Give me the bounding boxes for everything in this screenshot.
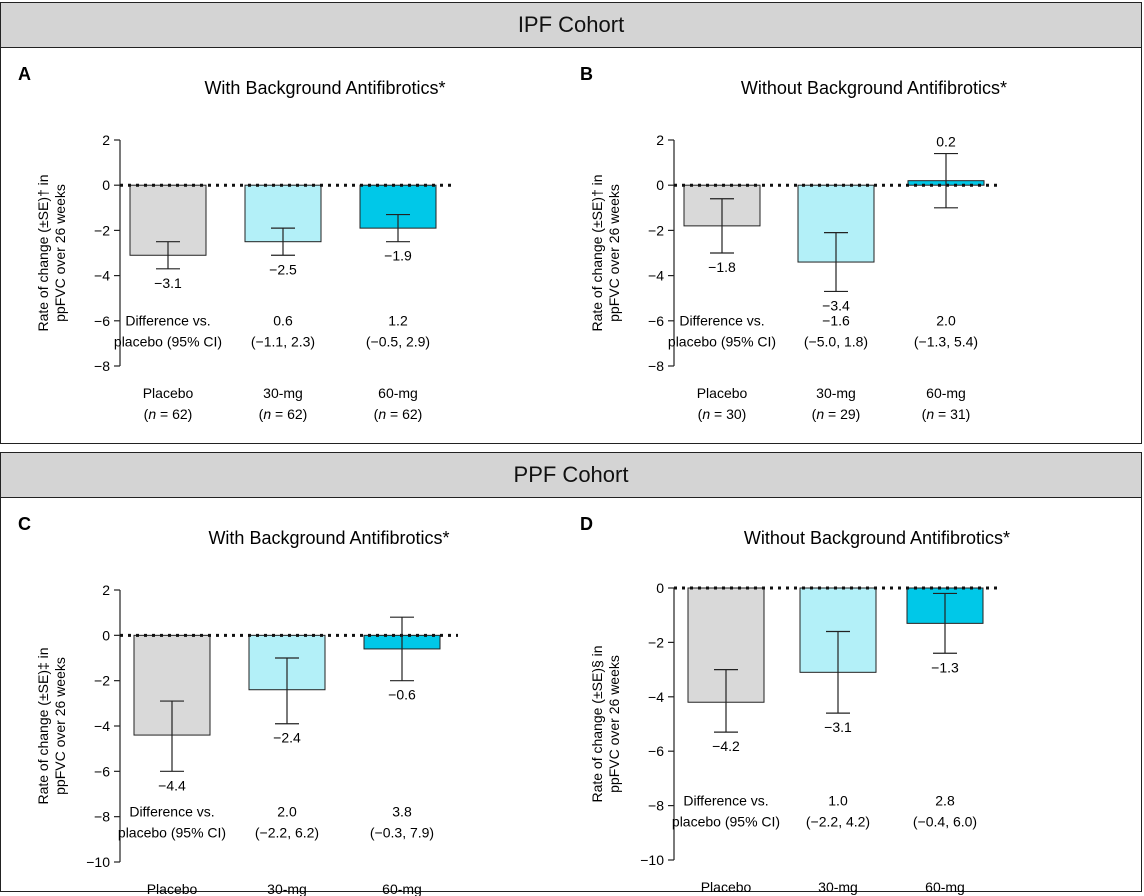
panel-letter: D	[580, 514, 593, 534]
difference-header: Difference vs.	[679, 312, 764, 328]
category-label: 30-mg	[818, 879, 858, 895]
y-tick-label: −6	[648, 313, 664, 329]
data-label: −1.8	[708, 259, 736, 275]
y-tick-label: −8	[648, 358, 664, 374]
y-tick-label: −2	[94, 673, 110, 689]
difference-ci: (−2.2, 4.2)	[806, 814, 870, 830]
difference-header: placebo (95% CI)	[668, 333, 776, 349]
difference-value: 2.0	[277, 804, 297, 820]
y-tick-label: −6	[94, 763, 110, 779]
data-label: −4.4	[158, 777, 186, 793]
panel-a-chart: A With Background Antifibrotics* 2 0 −2 −4 −6 −…	[18, 64, 454, 422]
category-label: 60-mg	[925, 879, 965, 895]
y-tick-label: −2	[94, 222, 110, 238]
difference-ci: (−1.3, 5.4)	[914, 333, 978, 349]
data-label: −3.4	[822, 297, 850, 313]
data-label: −1.9	[384, 248, 412, 264]
y-tick-label: 0	[102, 627, 110, 643]
difference-header: placebo (95% CI)	[118, 825, 226, 841]
data-label: −2.5	[269, 261, 297, 277]
y-axis-label: Rate of change (±SE)§ inppFVC over 26 we…	[589, 645, 622, 802]
data-label: −0.6	[388, 687, 416, 703]
panel-d-chart: D Without Background Antifibrotics* 0 −2 −4 −…	[580, 514, 1010, 895]
n-label: (n = 30)	[698, 406, 747, 422]
ppf-cohort-header: PPF Cohort	[1, 453, 1141, 498]
y-tick-label: −4	[648, 268, 664, 284]
data-label: −1.3	[931, 659, 959, 675]
category-label: 30-mg	[816, 385, 856, 401]
category-label: Placebo	[143, 385, 194, 401]
difference-header: placebo (95% CI)	[672, 814, 780, 830]
panel-title: Without Background Antifibrotics*	[741, 78, 1007, 98]
difference-ci: (−0.4, 6.0)	[913, 814, 977, 830]
y-axis-label: Rate of change (±SE)† inppFVC over 26 we…	[589, 174, 622, 331]
y-tick-label: −8	[94, 358, 110, 374]
ipf-cohort-header: IPF Cohort	[1, 3, 1141, 48]
difference-header: Difference vs.	[683, 793, 768, 809]
y-tick-label: −4	[648, 689, 664, 705]
difference-header: Difference vs.	[125, 312, 210, 328]
y-tick-label: −8	[94, 809, 110, 825]
difference-value: −1.6	[822, 312, 850, 328]
category-label: Placebo	[697, 385, 748, 401]
difference-value: 1.0	[828, 793, 848, 809]
panel-title: With Background Antifibrotics*	[204, 78, 445, 98]
data-label: −4.2	[712, 738, 740, 754]
data-label: −3.1	[824, 719, 852, 735]
data-label: 0.2	[936, 134, 956, 150]
panel-c-chart: C With Background Antifibrotics* 2 0 −2 −4 −6 −…	[18, 514, 458, 896]
panel-letter: B	[580, 64, 593, 84]
y-tick-label: −6	[94, 313, 110, 329]
category-label: 30-mg	[263, 385, 303, 401]
n-label: (n = 29)	[812, 406, 861, 422]
y-tick-label: −2	[648, 634, 664, 650]
n-label: (n = 62)	[144, 406, 193, 422]
y-tick-label: −2	[648, 222, 664, 238]
y-tick-label: −4	[94, 718, 110, 734]
y-axis-label: Rate of change (±SE)‡ inppFVC over 26 we…	[35, 647, 68, 804]
y-tick-label: 2	[102, 132, 110, 148]
panel-title: Without Background Antifibrotics*	[744, 528, 1010, 548]
category-label: Placebo	[701, 879, 752, 895]
data-label: −3.1	[154, 275, 182, 291]
difference-ci: (−1.1, 2.3)	[251, 333, 315, 349]
category-label: 60-mg	[382, 881, 422, 896]
y-tick-label: 0	[656, 177, 664, 193]
y-tick-label: −6	[648, 743, 664, 759]
n-label: (n = 31)	[922, 406, 971, 422]
category-label: 30-mg	[267, 881, 307, 896]
panel-letter: A	[18, 64, 31, 84]
y-tick-label: −10	[86, 854, 110, 870]
y-tick-label: −10	[640, 852, 664, 868]
category-label: 60-mg	[926, 385, 966, 401]
y-tick-label: 2	[102, 582, 110, 598]
difference-value: 2.0	[936, 312, 956, 328]
difference-value: 1.2	[388, 312, 408, 328]
difference-value: 3.8	[392, 804, 412, 820]
difference-value: 0.6	[273, 312, 293, 328]
difference-header: Difference vs.	[129, 804, 214, 820]
y-tick-label: 0	[656, 580, 664, 596]
y-tick-label: −4	[94, 268, 110, 284]
difference-ci: (−0.5, 2.9)	[366, 333, 430, 349]
n-label: (n = 62)	[259, 406, 308, 422]
difference-ci: (−2.2, 6.2)	[255, 825, 319, 841]
y-tick-label: 0	[102, 177, 110, 193]
panel-b-chart: B Without Background Antifibrotics* 2 0 −2 −4…	[580, 64, 1007, 422]
difference-header: placebo (95% CI)	[114, 333, 222, 349]
data-label: −2.4	[273, 730, 301, 746]
n-label: (n = 62)	[374, 406, 423, 422]
panel-letter: C	[18, 514, 31, 534]
panel-title: With Background Antifibrotics*	[208, 528, 449, 548]
y-tick-label: 2	[656, 132, 664, 148]
difference-value: 2.8	[935, 793, 955, 809]
category-label: 60-mg	[378, 385, 418, 401]
difference-ci: (−5.0, 1.8)	[804, 333, 868, 349]
y-tick-label: −8	[648, 798, 664, 814]
category-label: Placebo	[147, 881, 198, 896]
y-axis-label: Rate of change (±SE)† inppFVC over 26 we…	[35, 174, 68, 331]
difference-ci: (−0.3, 7.9)	[370, 825, 434, 841]
